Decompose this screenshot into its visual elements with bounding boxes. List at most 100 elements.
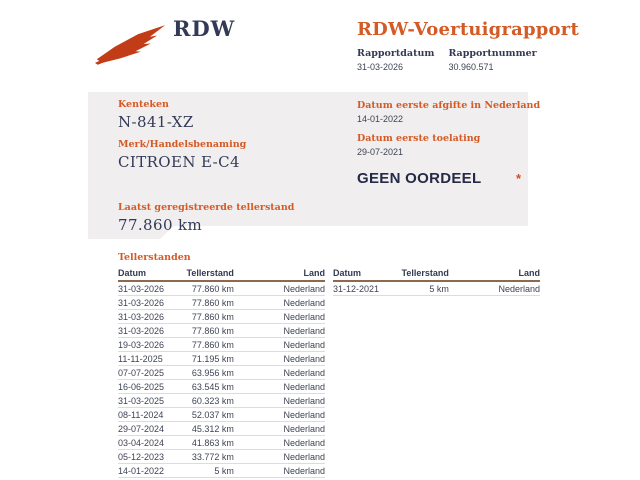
table-cell: Nederland	[283, 438, 325, 448]
report-header: RDW-Voertuigrapport Rapportdatum 31-03-2…	[357, 19, 597, 72]
table-cell: 31-03-2026	[118, 326, 165, 336]
table-cell: 31-03-2025	[118, 396, 165, 406]
tellerstanden-table-right: Datum Tellerstand Land 31-12-2021 5 km Ned…	[333, 268, 540, 478]
vehicle-summary-card: Kenteken N-841-XZ Merk/Handelsbenaming C…	[88, 92, 541, 226]
column-header-datum: Datum	[333, 268, 362, 278]
table-cell: Nederland	[283, 326, 325, 336]
table-cell: Nederland	[283, 312, 325, 322]
table-cell: Nederland	[498, 284, 540, 294]
rdw-wing-icon	[95, 25, 166, 65]
table-cell: 11-11-2025	[118, 354, 163, 364]
table-cell: 63.956 km	[191, 368, 234, 378]
table-cell: 71.195 km	[191, 354, 234, 364]
table-cell: 5 km	[429, 284, 449, 294]
table-cell: Nederland	[283, 424, 325, 434]
afgifte-label: Datum eerste afgifte in Nederland	[357, 100, 541, 111]
table-cell: 45.312 km	[191, 424, 234, 434]
table-cell: 33.772 km	[191, 452, 234, 462]
table-cell: 03-04-2024	[118, 438, 165, 448]
table-cell: Nederland	[283, 298, 325, 308]
table-cell: 5 km	[214, 466, 234, 476]
tables-wrap: Datum Tellerstand Land 31-03-2026 77.860 …	[118, 268, 540, 478]
report-date-value: 31-03-2026	[357, 62, 404, 72]
table-cell: Nederland	[283, 452, 325, 462]
table-row: 31-03-2026 77.860 km Nederland	[118, 296, 325, 310]
toelating-label: Datum eerste toelating	[357, 133, 481, 144]
table-row: 05-12-2023 33.772 km Nederland	[118, 450, 325, 464]
table-header-row: Datum Tellerstand Land	[333, 268, 540, 282]
table-cell: Nederland	[283, 382, 325, 392]
report-date-field: Rapportdatum 31-03-2026	[357, 48, 434, 72]
merk-field: Merk/Handelsbenaming CITROEN E-C4	[118, 139, 343, 171]
report-number-field: Rapportnummer 30.960.571	[448, 48, 536, 72]
card-tail-shape	[88, 226, 174, 239]
table-row: 31-12-2021 5 km Nederland	[333, 282, 540, 296]
table-row: 14-01-2022 5 km Nederland	[118, 464, 325, 478]
table-cell: Nederland	[283, 410, 325, 420]
card-left-column: Kenteken N-841-XZ Merk/Handelsbenaming C…	[118, 99, 343, 242]
report-title: RDW-Voertuigrapport	[357, 19, 579, 40]
table-cell: 52.037 km	[191, 410, 234, 420]
afgifte-value: 14-01-2022	[357, 114, 404, 124]
table-row: 16-06-2025 63.545 km Nederland	[118, 380, 325, 394]
table-row: 08-11-2024 52.037 km Nederland	[118, 408, 325, 422]
table-cell: 08-11-2024	[118, 410, 164, 420]
card-right-column: Datum eerste afgifte in Nederland 14-01-…	[357, 100, 541, 187]
report-date-label: Rapportdatum	[357, 48, 435, 59]
table-cell: Nederland	[283, 466, 325, 476]
table-cell: 77.860 km	[191, 340, 234, 350]
report-number-label: Rapportnummer	[448, 48, 537, 59]
column-header-land: Land	[518, 268, 540, 278]
table-body: 31-03-2026 77.860 km Nederland 31-03-2026 77…	[118, 282, 325, 478]
table-row: 11-11-2025 71.195 km Nederland	[118, 352, 325, 366]
table-row: 19-03-2026 77.860 km Nederland	[118, 338, 325, 352]
table-cell: 77.860 km	[191, 284, 234, 294]
kenteken-field: Kenteken N-841-XZ	[118, 99, 343, 131]
report-meta: Rapportdatum 31-03-2026 Rapportnummer 30…	[357, 48, 597, 72]
table-cell: Nederland	[283, 396, 325, 406]
table-cell: 77.860 km	[191, 298, 234, 308]
report-number-value: 30.960.571	[448, 62, 494, 72]
table-cell: 63.545 km	[191, 382, 234, 392]
table-cell: 31-03-2026	[118, 284, 165, 294]
table-cell: 41.863 km	[191, 438, 234, 448]
table-cell: 29-07-2024	[118, 424, 165, 434]
tellerstanden-table-left: Datum Tellerstand Land 31-03-2026 77.860 …	[118, 268, 325, 478]
table-cell: 07-07-2025	[118, 368, 165, 378]
tellerstand-label: Laatst geregistreerde tellerstand	[118, 202, 295, 213]
verdict-text: GEEN OORDEEL	[357, 170, 482, 187]
tellerstand-value: 77.860 km	[118, 216, 203, 234]
table-row: 31-03-2025 60.323 km Nederland	[118, 394, 325, 408]
table-header-row: Datum Tellerstand Land	[118, 268, 325, 282]
table-row: 31-03-2026 77.860 km Nederland	[118, 310, 325, 324]
merk-value: CITROEN E-C4	[118, 153, 240, 171]
table-cell: 31-12-2021	[333, 284, 380, 294]
column-header-datum: Datum	[118, 268, 147, 278]
rdw-logo-text: RDW	[173, 16, 236, 41]
column-header-land: Land	[303, 268, 325, 278]
table-body: 31-12-2021 5 km Nederland	[333, 282, 540, 296]
table-cell: 14-01-2022	[118, 466, 165, 476]
table-row: 03-04-2024 41.863 km Nederland	[118, 436, 325, 450]
table-row: 07-07-2025 63.956 km Nederland	[118, 366, 325, 380]
table-cell: 77.860 km	[191, 312, 234, 322]
tellerstanden-title: Tellerstanden	[118, 252, 191, 263]
table-cell: 19-03-2026	[118, 340, 165, 350]
column-header-tellerstand: Tellerstand	[401, 268, 449, 278]
table-cell: 31-03-2026	[118, 298, 165, 308]
column-header-tellerstand: Tellerstand	[186, 268, 234, 278]
table-row: 31-03-2026 77.860 km Nederland	[118, 324, 325, 338]
tellerstanden-section: Tellerstanden Datum Tellerstand Land 31-…	[118, 252, 540, 478]
table-cell: Nederland	[283, 354, 325, 364]
verdict-row: GEEN OORDEEL *	[357, 170, 521, 187]
kenteken-value: N-841-XZ	[118, 113, 194, 131]
tellerstand-field: Laatst geregistreerde tellerstand 77.860…	[118, 202, 343, 234]
afgifte-field: Datum eerste afgifte in Nederland 14-01-…	[357, 100, 541, 124]
table-cell: 77.860 km	[191, 326, 234, 336]
merk-label: Merk/Handelsbenaming	[118, 139, 247, 150]
table-cell: Nederland	[283, 368, 325, 378]
table-cell: 16-06-2025	[118, 382, 165, 392]
rdw-logo: RDW	[95, 16, 236, 66]
table-cell: 31-03-2026	[118, 312, 165, 322]
